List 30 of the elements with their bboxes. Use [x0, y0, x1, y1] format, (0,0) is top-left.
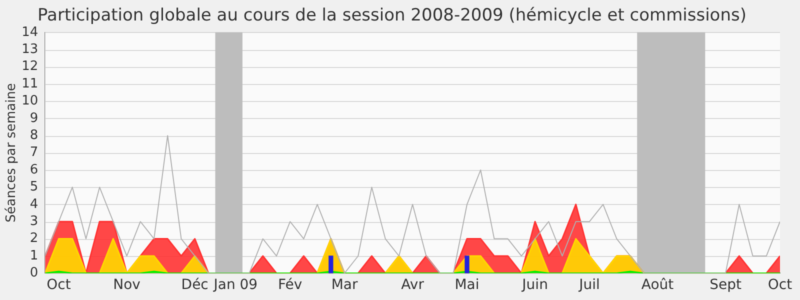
y-tick-label: 10 — [22, 94, 38, 109]
y-tick-label: 1 — [30, 248, 38, 264]
x-tick-label: Mai — [454, 277, 480, 294]
y-tick-label: 12 — [22, 59, 38, 74]
y-tick-label: 6 — [30, 162, 38, 178]
y-tick-label: 7 — [30, 145, 38, 160]
y-tick-label: 14 — [22, 24, 38, 40]
x-tick-label: Fév — [278, 277, 302, 294]
y-tick-label: 2 — [30, 231, 38, 246]
x-tick-label: Sept — [710, 277, 742, 294]
x-tick-label: Juil — [578, 277, 600, 294]
x-tick-label: Juin — [521, 277, 548, 294]
y-tick-label: 0 — [30, 266, 38, 281]
x-tick-label: Oct — [46, 277, 72, 294]
y-tick-label: 5 — [30, 180, 38, 195]
y-tick-label: 3 — [30, 214, 38, 229]
x-tick-label: Mar — [331, 277, 358, 294]
y-tick-label: 11 — [22, 76, 38, 92]
x-tick-label: Août — [641, 277, 674, 294]
y-tick-label: 9 — [30, 110, 38, 126]
x-tick-label: Déc — [181, 277, 208, 294]
x-tick-label: Oct — [768, 277, 793, 294]
x-tick-label: Avr — [401, 277, 424, 294]
x-tick-label: Nov — [113, 277, 140, 294]
y-tick-label: 13 — [22, 42, 38, 57]
chart-title: Participation globale au cours de la session 2008-2009 (hémicycle et commissions) — [38, 6, 746, 26]
y-axis-title: Séances par semaine — [4, 83, 20, 223]
y-tick-label: 4 — [30, 196, 38, 212]
x-tick-label: Jan 09 — [212, 277, 258, 294]
y-tick-label: 8 — [30, 128, 38, 143]
